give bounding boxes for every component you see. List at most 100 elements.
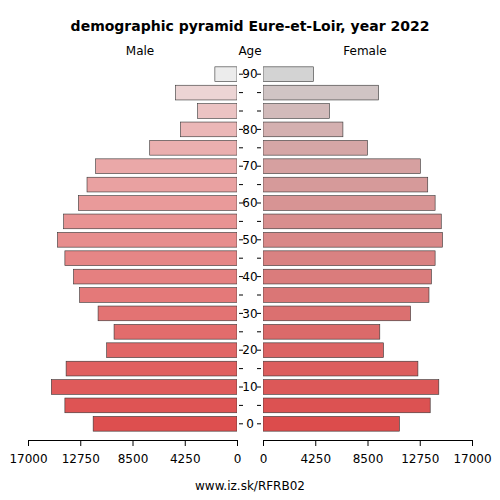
tick-mark (257, 423, 261, 424)
bar (263, 232, 442, 247)
bar (65, 398, 237, 413)
tick-label: 60 (242, 196, 257, 210)
tick: 8500 (118, 440, 149, 466)
tick-mark (133, 440, 134, 446)
tick-mark (239, 111, 243, 112)
tick-mark (420, 440, 421, 446)
tick-label: 70 (242, 159, 257, 173)
bar (114, 324, 237, 339)
bar (263, 159, 420, 174)
tick-label: 8500 (353, 452, 384, 466)
bar (64, 214, 237, 229)
bar (263, 306, 411, 321)
tick: 8500 (353, 440, 384, 466)
bar (263, 288, 429, 303)
bar (87, 177, 237, 192)
tick-mark (257, 331, 261, 332)
tick-mark (315, 440, 316, 446)
bar (65, 251, 237, 266)
bar (73, 269, 237, 284)
tick-label: 50 (242, 233, 257, 247)
series-label: Male (126, 44, 154, 58)
tick-mark (239, 331, 243, 332)
tick-mark (257, 368, 261, 369)
bar (98, 306, 237, 321)
bar (198, 104, 237, 119)
bars-male (51, 67, 237, 431)
tick-mark (239, 92, 243, 93)
bar (263, 380, 439, 395)
tick-mark (239, 184, 243, 185)
bar (51, 380, 237, 395)
bar (263, 361, 418, 376)
axis-line (29, 441, 238, 447)
tick-mark (237, 440, 238, 446)
tick-mark (257, 147, 261, 148)
bar (263, 140, 368, 155)
tick-mark (472, 440, 473, 446)
age-axis: 0 10 20 30 40 50 60 70 80 90 (239, 67, 261, 431)
tick-label: 12750 (401, 452, 439, 466)
bar (263, 251, 435, 266)
x-axis: 0 4250 8500 12750 17000 (260, 440, 492, 466)
tick: 17000 (9, 440, 47, 466)
annotation: www.iz.sk/RFRB02 (195, 479, 305, 493)
tick-label: 4250 (170, 452, 201, 466)
tick-label: 40 (242, 270, 257, 284)
bar (176, 85, 237, 100)
title: demographic pyramid Eure-et-Loir, year 2… (71, 18, 430, 34)
tick-mark (80, 440, 81, 446)
tick-mark (239, 368, 243, 369)
tick-mark (257, 184, 261, 185)
tick-mark (368, 440, 369, 446)
bar (263, 177, 428, 192)
bar (263, 85, 379, 100)
tick-label: 12750 (62, 452, 100, 466)
bar (215, 67, 237, 82)
bar (263, 324, 380, 339)
bar (80, 288, 237, 303)
tick-label: 0 (234, 452, 242, 466)
tick-label: 4250 (300, 452, 331, 466)
bars-female (263, 67, 442, 431)
tick: 4250 (170, 440, 201, 466)
x-axis: 0 4250 8500 12750 17000 (9, 440, 241, 466)
tick-label: 30 (242, 307, 257, 321)
tick-mark (185, 440, 186, 446)
bar (263, 416, 399, 431)
bar (263, 343, 383, 358)
bar (263, 398, 430, 413)
tick-label: 80 (242, 123, 257, 137)
tick-mark (239, 405, 243, 406)
axis-line (264, 441, 473, 447)
bar (58, 232, 237, 247)
tick-mark (239, 258, 243, 259)
tick-mark (257, 92, 261, 93)
bar (263, 122, 343, 137)
bar (263, 196, 435, 211)
tick-mark (239, 221, 243, 222)
bar (150, 140, 237, 155)
tick-mark (239, 423, 243, 424)
tick-label: 8500 (118, 452, 149, 466)
tick: 12750 (401, 440, 439, 466)
tick-mark (239, 147, 243, 148)
tick-label: 90 (242, 67, 257, 81)
bar (263, 67, 313, 82)
tick-mark (263, 440, 264, 446)
tick-mark (239, 295, 243, 296)
tick-mark (257, 111, 261, 112)
tick-label: 0 (246, 417, 254, 431)
tick-label: 10 (242, 380, 257, 394)
tick-label: 0 (260, 452, 268, 466)
bar (263, 269, 431, 284)
bar (107, 343, 237, 358)
bar (96, 159, 237, 174)
tick: 17000 (453, 440, 491, 466)
bar (93, 416, 237, 431)
tick: 0 (234, 440, 242, 466)
tick-mark (257, 295, 261, 296)
tick-mark (257, 258, 261, 259)
tick-label: 20 (242, 343, 257, 357)
tick-label: 17000 (453, 452, 491, 466)
